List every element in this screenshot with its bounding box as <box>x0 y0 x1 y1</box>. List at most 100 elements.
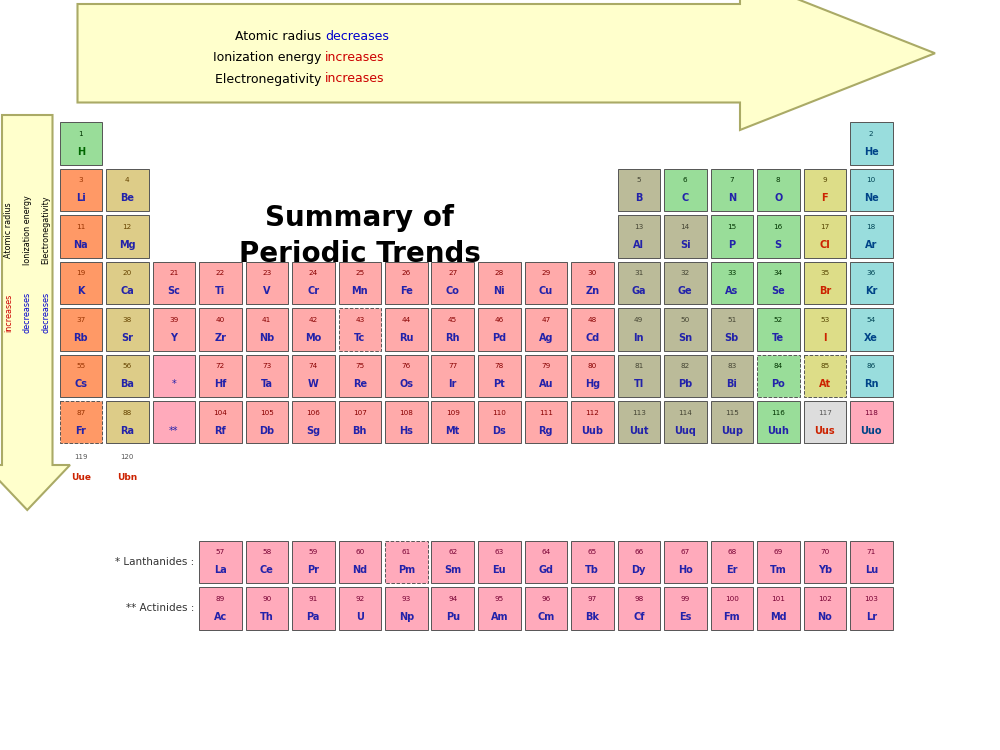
Text: 113: 113 <box>632 410 646 416</box>
Text: 19: 19 <box>76 271 85 277</box>
FancyBboxPatch shape <box>385 587 428 629</box>
Text: Pa: Pa <box>307 611 320 622</box>
Text: 33: 33 <box>727 271 736 277</box>
Text: 39: 39 <box>169 317 178 323</box>
Text: 85: 85 <box>820 364 829 370</box>
Text: Eu: Eu <box>492 565 506 575</box>
Text: 68: 68 <box>727 550 736 556</box>
FancyBboxPatch shape <box>246 541 288 583</box>
Text: 88: 88 <box>123 410 132 416</box>
Text: Cd: Cd <box>585 332 599 343</box>
Text: 92: 92 <box>355 596 364 602</box>
Text: Yb: Yb <box>818 565 832 575</box>
FancyBboxPatch shape <box>478 401 520 443</box>
FancyBboxPatch shape <box>664 587 706 629</box>
Text: Ba: Ba <box>120 379 134 389</box>
FancyBboxPatch shape <box>618 169 660 211</box>
Text: decreases: decreases <box>42 292 50 333</box>
FancyBboxPatch shape <box>60 215 102 257</box>
Text: 22: 22 <box>216 271 225 277</box>
Text: decreases: decreases <box>325 29 389 43</box>
Text: Pb: Pb <box>678 379 692 389</box>
Text: 46: 46 <box>495 317 504 323</box>
Text: Ca: Ca <box>120 286 134 296</box>
Text: W: W <box>308 379 319 389</box>
Text: 10: 10 <box>867 178 876 184</box>
Text: Ta: Ta <box>261 379 273 389</box>
Text: 20: 20 <box>123 271 132 277</box>
Text: 49: 49 <box>634 317 643 323</box>
Text: Atomic radius: Atomic radius <box>235 29 325 43</box>
Text: Ru: Ru <box>399 332 414 343</box>
Text: 61: 61 <box>402 550 411 556</box>
FancyBboxPatch shape <box>385 401 428 443</box>
Text: 29: 29 <box>541 271 550 277</box>
Text: Al: Al <box>633 239 644 250</box>
FancyBboxPatch shape <box>106 355 148 397</box>
Text: 110: 110 <box>492 410 506 416</box>
Text: K: K <box>77 286 84 296</box>
Text: 36: 36 <box>867 271 876 277</box>
Text: 18: 18 <box>867 224 876 230</box>
Text: Ac: Ac <box>214 611 227 622</box>
Text: 43: 43 <box>355 317 364 323</box>
Text: Ho: Ho <box>678 565 693 575</box>
FancyBboxPatch shape <box>571 401 614 443</box>
Text: Rf: Rf <box>214 425 226 436</box>
FancyBboxPatch shape <box>431 541 474 583</box>
Text: 65: 65 <box>588 550 597 556</box>
Text: 59: 59 <box>309 550 318 556</box>
Text: 56: 56 <box>123 364 132 370</box>
Text: Ge: Ge <box>678 286 693 296</box>
Text: Bh: Bh <box>353 425 367 436</box>
Text: 48: 48 <box>588 317 597 323</box>
Text: Rb: Rb <box>73 332 88 343</box>
Text: Uup: Uup <box>721 425 743 436</box>
Text: 118: 118 <box>864 410 878 416</box>
Text: Ionization energy: Ionization energy <box>23 195 32 265</box>
FancyBboxPatch shape <box>524 587 567 629</box>
Text: 2: 2 <box>869 131 874 137</box>
Text: Ce: Ce <box>260 565 274 575</box>
Text: 14: 14 <box>681 224 690 230</box>
FancyBboxPatch shape <box>571 262 614 304</box>
Text: 23: 23 <box>262 271 271 277</box>
Text: Cr: Cr <box>307 286 319 296</box>
FancyBboxPatch shape <box>850 587 893 629</box>
Text: 4: 4 <box>125 178 130 184</box>
Text: 120: 120 <box>121 454 134 460</box>
Text: I: I <box>823 332 826 343</box>
Text: Tc: Tc <box>354 332 365 343</box>
Text: 51: 51 <box>727 317 736 323</box>
Text: 109: 109 <box>446 410 460 416</box>
Text: Rh: Rh <box>446 332 460 343</box>
FancyBboxPatch shape <box>664 308 706 350</box>
FancyBboxPatch shape <box>804 169 846 211</box>
Text: 112: 112 <box>585 410 599 416</box>
FancyBboxPatch shape <box>199 541 242 583</box>
FancyBboxPatch shape <box>338 355 381 397</box>
Text: 15: 15 <box>727 224 736 230</box>
FancyBboxPatch shape <box>804 262 846 304</box>
Text: increases: increases <box>325 51 384 64</box>
Text: Es: Es <box>679 611 691 622</box>
Text: Te: Te <box>772 332 784 343</box>
Text: 106: 106 <box>306 410 320 416</box>
FancyBboxPatch shape <box>246 308 288 350</box>
FancyBboxPatch shape <box>478 587 520 629</box>
Text: Hg: Hg <box>585 379 600 389</box>
Text: Re: Re <box>353 379 367 389</box>
Text: Hf: Hf <box>214 379 226 389</box>
Text: Tm: Tm <box>770 565 787 575</box>
FancyBboxPatch shape <box>431 262 474 304</box>
Text: 73: 73 <box>262 364 271 370</box>
Text: 76: 76 <box>402 364 411 370</box>
Text: Cf: Cf <box>633 611 644 622</box>
Text: Sr: Sr <box>121 332 133 343</box>
Text: 101: 101 <box>771 596 785 602</box>
FancyBboxPatch shape <box>757 401 800 443</box>
Text: 41: 41 <box>262 317 271 323</box>
Text: 116: 116 <box>771 410 785 416</box>
Text: 75: 75 <box>355 364 364 370</box>
Text: 79: 79 <box>541 364 550 370</box>
